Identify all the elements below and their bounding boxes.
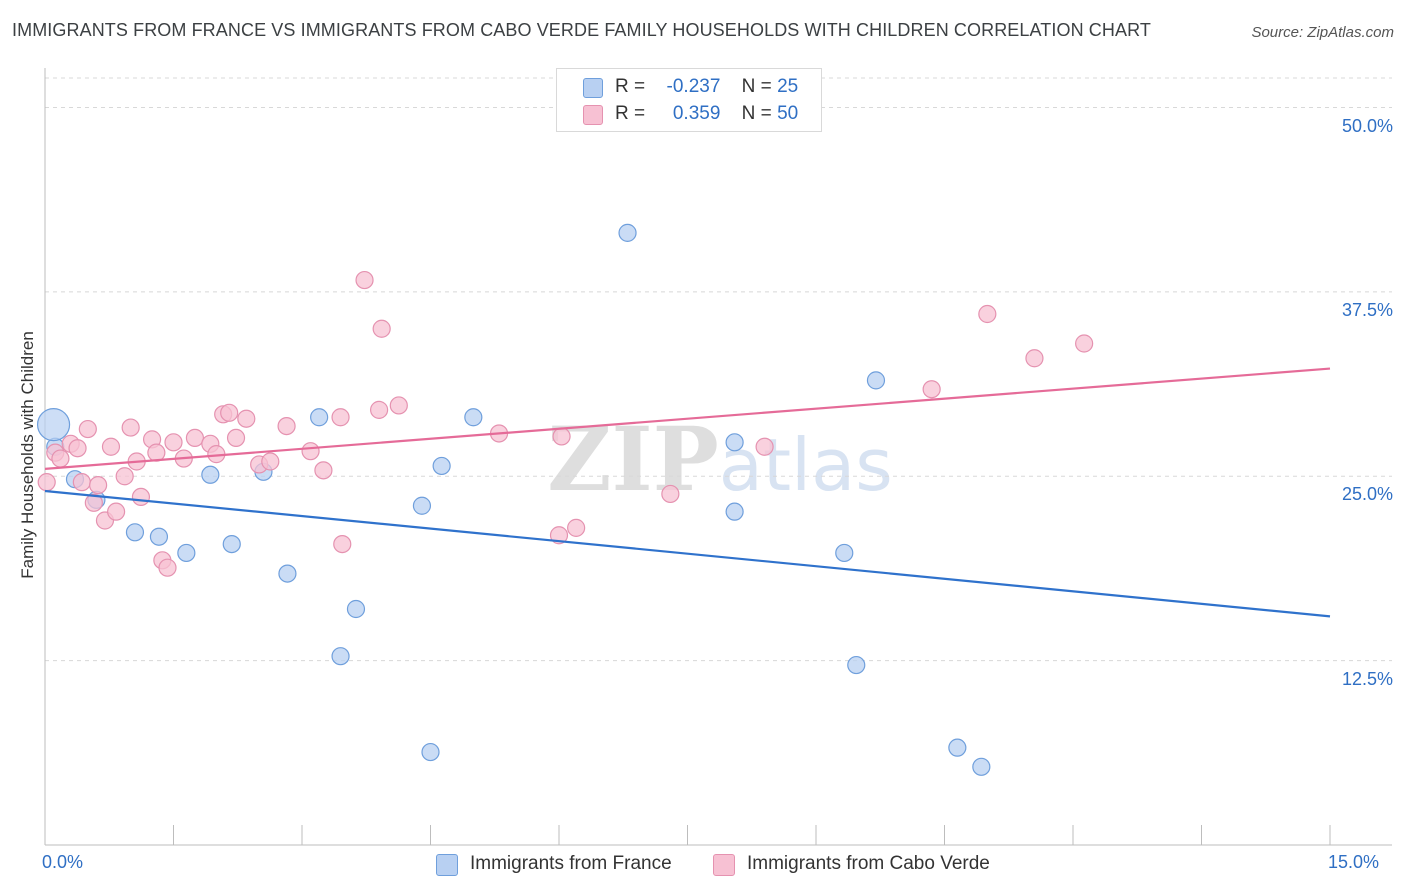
point-cabo-verde-39 <box>389 396 408 415</box>
x-tick-label-max: 15.0% <box>1328 852 1380 872</box>
point-cabo-verde-30 <box>261 452 280 471</box>
legend-label-cabo-verde: Immigrants from Cabo Verde <box>747 853 990 874</box>
series-legend: Immigrants from France Immigrants from C… <box>0 850 1406 880</box>
legend-n-label: N = <box>741 103 772 124</box>
point-cabo-verde-2 <box>51 449 70 468</box>
point-cabo-verde-26 <box>220 403 239 422</box>
point-france-11 <box>331 647 350 666</box>
legend-label-france: Immigrants from France <box>470 853 672 874</box>
point-cabo-verde-37 <box>370 400 389 419</box>
y-tick-label-3: 50.0% <box>1341 115 1393 136</box>
point-cabo-verde-4 <box>68 439 87 458</box>
point-cabo-verde-34 <box>331 408 350 427</box>
point-cabo-verde-43 <box>661 484 680 504</box>
point-cabo-verde-45 <box>922 380 941 399</box>
point-cabo-verde-46 <box>1025 349 1044 368</box>
point-cabo-verde-10 <box>101 437 121 456</box>
legend-n-label: N = <box>741 76 772 97</box>
point-cabo-verde-5 <box>72 473 91 492</box>
point-cabo-verde-8 <box>89 476 108 495</box>
point-france-20 <box>835 543 854 563</box>
legend-r-value-france: -0.237 <box>666 76 721 97</box>
y-tick-label-0: 12.5% <box>1341 668 1393 689</box>
point-cabo-verde-36 <box>355 270 374 290</box>
legend-text-cabo-verde: R = 0.359 N = 50 <box>615 101 798 127</box>
point-france-6 <box>201 465 220 484</box>
legend-swatch-france <box>583 78 603 98</box>
trend-line-france <box>44 489 1331 618</box>
point-france-24 <box>972 757 991 776</box>
legend-swatch-france <box>436 854 458 876</box>
legend-swatch-cabo-verde <box>583 105 603 125</box>
legend-r-label: R = <box>615 103 646 124</box>
point-france-3 <box>125 523 145 542</box>
point-cabo-verde-41 <box>552 427 571 446</box>
point-cabo-verde-44 <box>755 437 774 456</box>
y-tick-label-1: 25.0% <box>1341 484 1393 505</box>
point-cabo-verde-19 <box>158 558 177 577</box>
point-cabo-verde-13 <box>121 418 140 437</box>
point-cabo-verde-33 <box>314 461 333 480</box>
point-france-12 <box>346 599 366 619</box>
point-france-19 <box>725 502 744 521</box>
legend-r-value-cabo-verde: 0.359 <box>672 103 721 124</box>
watermark: ZIPatlas <box>547 407 893 511</box>
point-cabo-verde-48 <box>978 304 997 324</box>
legend-n-value-cabo-verde: 50 <box>777 103 799 124</box>
point-cabo-verde-32 <box>301 442 320 461</box>
point-france-18 <box>725 433 744 452</box>
point-cabo-verde-42 <box>567 518 586 537</box>
point-france-9 <box>278 564 297 583</box>
trend-line-cabo-verde <box>44 367 1331 470</box>
point-france-17 <box>618 223 637 242</box>
point-france-22 <box>866 371 886 390</box>
point-cabo-verde-0 <box>37 473 56 492</box>
point-france-5 <box>177 543 196 563</box>
point-france-cluster <box>36 408 71 442</box>
point-cabo-verde-12 <box>115 467 134 486</box>
point-cabo-verde-6 <box>78 419 97 439</box>
point-cabo-verde-20 <box>164 433 183 452</box>
x-tick-label-min: 0.0% <box>42 852 84 872</box>
point-france-21 <box>847 655 866 675</box>
point-cabo-verde-28 <box>237 409 256 428</box>
legend-swatch-cabo-verde <box>713 854 735 876</box>
point-cabo-verde-22 <box>185 428 205 447</box>
point-cabo-verde-40 <box>549 526 569 545</box>
point-cabo-verde-17 <box>147 443 166 462</box>
point-cabo-verde-47 <box>1075 334 1094 353</box>
point-france-7 <box>222 534 241 554</box>
point-france-10 <box>310 408 329 427</box>
point-cabo-verde-27 <box>226 428 246 447</box>
chart-title: IMMIGRANTS FROM FRANCE VS IMMIGRANTS FRO… <box>12 20 1151 40</box>
point-cabo-verde-31 <box>277 417 296 436</box>
point-france-15 <box>432 456 451 476</box>
legend-r-label: R = <box>615 76 646 97</box>
point-france-23 <box>948 738 967 757</box>
point-cabo-verde-7 <box>84 493 103 512</box>
point-france-4 <box>149 527 169 546</box>
point-cabo-verde-35 <box>333 534 352 554</box>
point-france-16 <box>464 408 483 427</box>
point-cabo-verde-11 <box>107 502 126 521</box>
correlation-legend: R = -0.237 N = 25 R = 0.359 N = 50 <box>556 68 822 132</box>
y-tick-label-2: 37.5% <box>1341 299 1393 320</box>
point-france-13 <box>412 496 432 515</box>
point-cabo-verde-15 <box>131 487 151 506</box>
source-label: Source: ZipAtlas.com <box>1251 24 1394 41</box>
legend-text-france: R = -0.237 N = 25 <box>615 74 798 100</box>
legend-n-value-france: 25 <box>777 76 799 97</box>
point-cabo-verde-38 <box>372 319 391 338</box>
point-france-14 <box>421 742 440 762</box>
